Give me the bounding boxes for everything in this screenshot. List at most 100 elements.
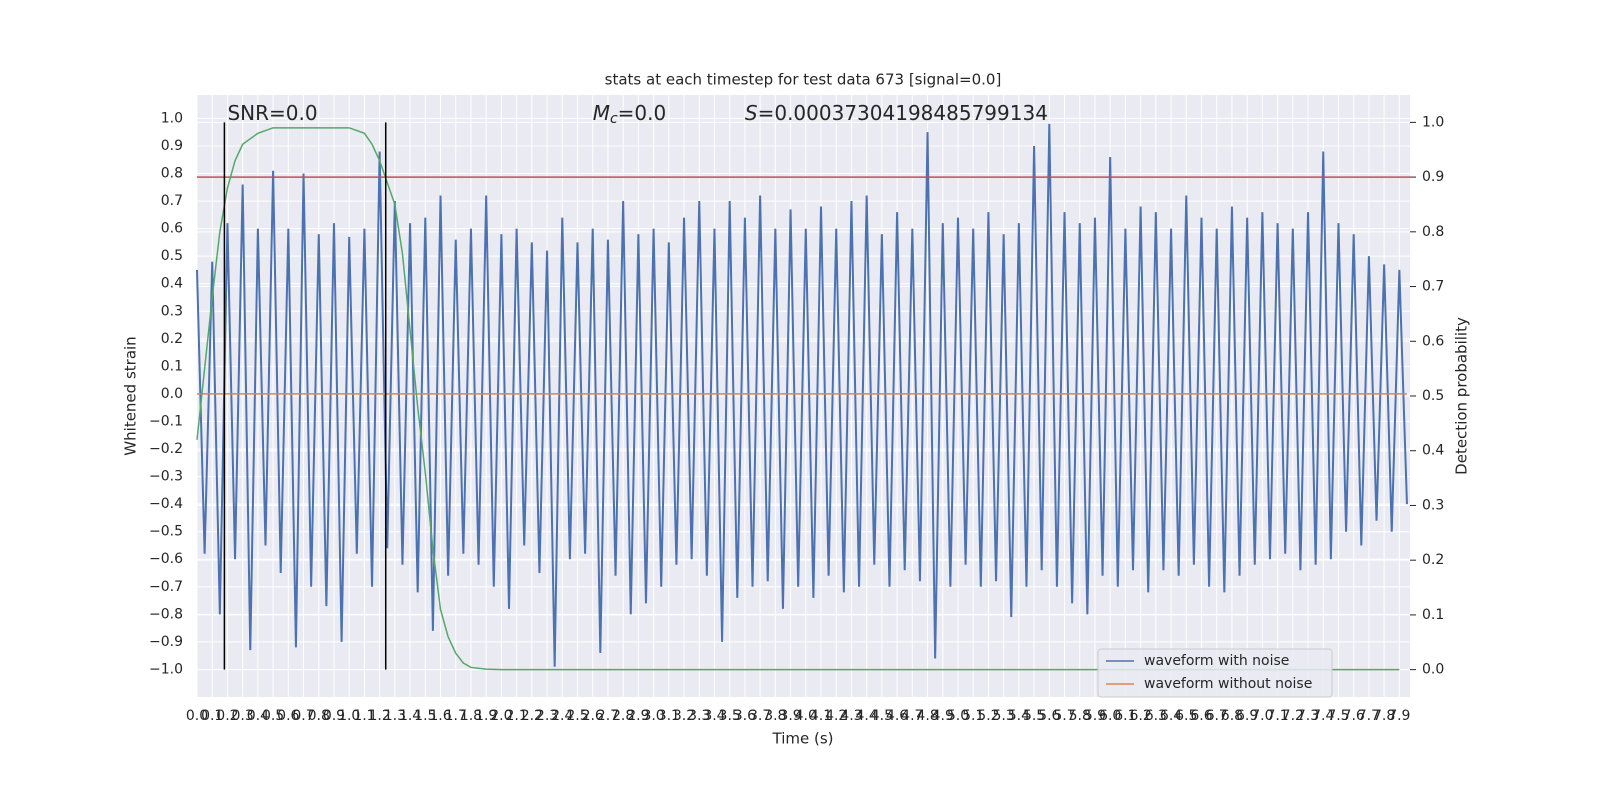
x-tick-label: 5.1	[962, 708, 984, 724]
x-tick-label: 4.4	[856, 708, 878, 724]
x-tick-label: 7.2	[1282, 708, 1304, 724]
x-tick-label: 3.7	[749, 708, 771, 724]
annotation-text: SNR=0.0	[227, 101, 317, 125]
x-tick-label: 3.0	[642, 708, 664, 724]
x-tick-label: 5.4	[1008, 708, 1030, 724]
x-tick-label: 7.4	[1312, 708, 1334, 724]
annotation: SNR=0.0	[227, 101, 317, 125]
y-tick-label: −0.7	[149, 579, 183, 595]
annotation-text: =0.0	[618, 101, 667, 125]
y-tick-label: 0.6	[161, 221, 183, 237]
x-tick-label: 2.7	[597, 708, 619, 724]
x-tick-label: 0.4	[247, 708, 269, 724]
x-tick-label: 4.6	[886, 708, 908, 724]
x-tick-label: 6.0	[1099, 708, 1121, 724]
x-tick-label: 4.5	[871, 708, 893, 724]
annotation: S=0.00037304198485799134	[745, 101, 1048, 125]
annotation-subscript: c	[610, 111, 618, 127]
x-tick-label: 3.9	[779, 708, 801, 724]
x-tick-label: 5.9	[1084, 708, 1106, 724]
y-tick-label: −0.6	[149, 551, 183, 567]
marks	[196, 122, 1410, 671]
y2-tick-label: 0.6	[1422, 333, 1444, 349]
y-tick-label: 0.4	[161, 276, 183, 292]
x-tick-label: 2.1	[505, 708, 527, 724]
x-tick-label: 6.3	[1145, 708, 1167, 724]
x-tick-label: 2.4	[551, 708, 573, 724]
y2-tick-label: 0.3	[1422, 497, 1444, 513]
x-tick-label: 1.6	[429, 708, 451, 724]
y-tick-label: 1.0	[161, 110, 183, 126]
y-tick-label: 0.7	[161, 193, 183, 209]
x-tick-label: 5.0	[947, 708, 969, 724]
x-tick-label: 6.8	[1221, 708, 1243, 724]
annotation: Mc=0.0	[593, 101, 667, 128]
x-tick-label: 2.6	[582, 708, 604, 724]
x-tick-label: 7.1	[1266, 708, 1288, 724]
y-tick-label: 0.1	[161, 358, 183, 374]
x-tick-label: 4.9	[932, 708, 954, 724]
annotation-symbol: S	[745, 101, 758, 125]
x-tick-label: 0.9	[323, 708, 345, 724]
x-tick-label: 6.6	[1190, 708, 1212, 724]
legend-label: waveform without noise	[1144, 676, 1312, 692]
y2-tick-label: 0.1	[1422, 607, 1444, 623]
y-tick-label: 0.5	[161, 248, 183, 264]
x-tick-label: 6.4	[1160, 708, 1182, 724]
x-tick-label: 3.2	[673, 708, 695, 724]
y-tick-label: 0.3	[161, 303, 183, 319]
x-tick-label: 1.3	[384, 708, 406, 724]
x-tick-label: 7.7	[1358, 708, 1380, 724]
x-tick-label: 1.9	[475, 708, 497, 724]
x-tick-label: 6.1	[1114, 708, 1136, 724]
x-tick-label: 5.8	[1069, 708, 1091, 724]
y-tick-label: −0.4	[149, 496, 183, 512]
x-tick-label: 0.5	[262, 708, 284, 724]
x-tick-label: 1.4	[399, 708, 421, 724]
y2-tick-label: 0.2	[1422, 552, 1444, 568]
y-tick-label: −0.5	[149, 524, 183, 540]
y-tick-label: −0.8	[149, 606, 183, 622]
x-tick-label: 6.2	[1129, 708, 1151, 724]
x-tick-label: 0.1	[201, 708, 223, 724]
chart-title: stats at each timestep for test data 673…	[605, 71, 1002, 89]
x-tick-label: 5.5	[1023, 708, 1045, 724]
x-tick-label: 4.0	[795, 708, 817, 724]
y2-tick-label: 1.0	[1422, 114, 1444, 130]
y-tick-label: 0.2	[161, 331, 183, 347]
y2-tick-label: 0.4	[1422, 443, 1444, 459]
x-tick-label: 1.2	[369, 708, 391, 724]
x-tick-label: 2.8	[612, 708, 634, 724]
x-tick-label: 4.1	[810, 708, 832, 724]
x-tick-label: 1.7	[445, 708, 467, 724]
x-tick-label: 2.0	[490, 708, 512, 724]
x-tick-label: 4.3	[840, 708, 862, 724]
x-tick-label: 3.5	[719, 708, 741, 724]
series-line	[196, 123, 1408, 667]
x-tick-label: 5.6	[1038, 708, 1060, 724]
y-tick-label: −0.2	[149, 441, 183, 457]
annotation-symbol: M	[593, 101, 610, 125]
x-tick-label: 3.6	[734, 708, 756, 724]
x-tick-label: 5.2	[977, 708, 999, 724]
x-tick-label: 7.0	[1251, 708, 1273, 724]
x-tick-label: 1.1	[353, 708, 375, 724]
y2-tick-label: 0.0	[1422, 662, 1444, 678]
x-tick-label: 3.1	[658, 708, 680, 724]
y-tick-label: −0.9	[149, 634, 183, 650]
y2-tick-label: 0.7	[1422, 279, 1444, 295]
x-tick-label: 0.0	[186, 708, 208, 724]
x-tick-label: 0.2	[216, 708, 238, 724]
y-tick-label: −0.1	[149, 413, 183, 429]
x-tick-label: 0.8	[308, 708, 330, 724]
y-tick-label: −0.3	[149, 469, 183, 485]
x-tick-label: 4.2	[825, 708, 847, 724]
x-tick-label: 2.2	[521, 708, 543, 724]
x-tick-label: 7.5	[1327, 708, 1349, 724]
x-tick-label: 1.5	[414, 708, 436, 724]
x-tick-label: 2.5	[566, 708, 588, 724]
x-tick-label: 7.9	[1388, 708, 1410, 724]
x-tick-label: 6.7	[1206, 708, 1228, 724]
x-axis-label: Time (s)	[772, 730, 834, 748]
